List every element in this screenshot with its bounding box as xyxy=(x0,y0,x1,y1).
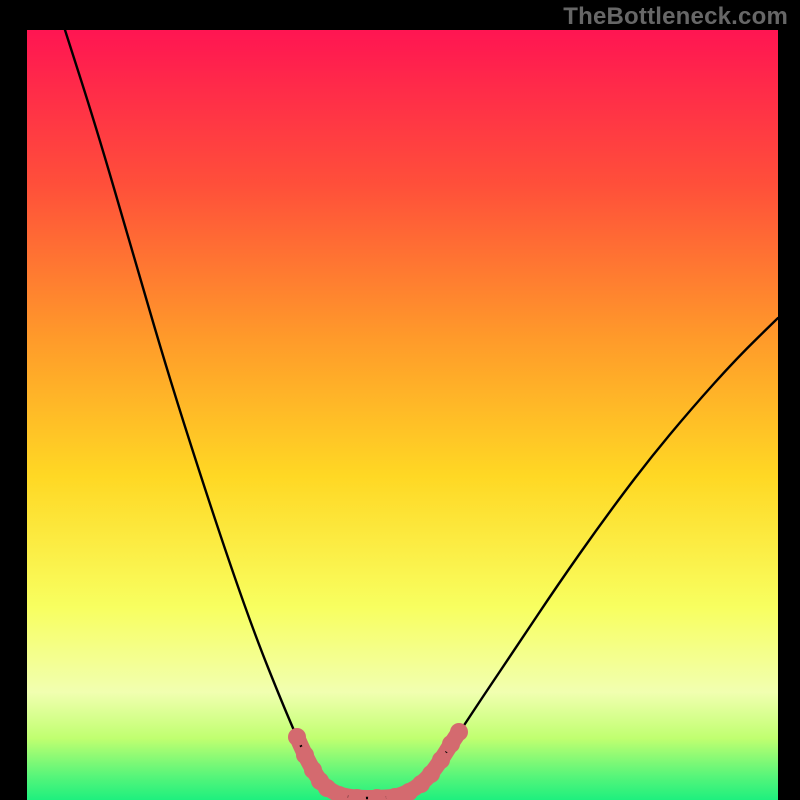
left-curve xyxy=(65,30,377,798)
chart-stage: TheBottleneck.com xyxy=(0,0,800,800)
right-curve xyxy=(377,318,778,798)
marker-dots xyxy=(288,723,468,800)
marker-dot xyxy=(432,751,450,769)
watermark-text: TheBottleneck.com xyxy=(563,3,788,31)
marker-dot xyxy=(288,728,306,746)
marker-dot xyxy=(450,723,468,741)
plot-area xyxy=(27,30,778,800)
curve-layer xyxy=(27,30,778,800)
